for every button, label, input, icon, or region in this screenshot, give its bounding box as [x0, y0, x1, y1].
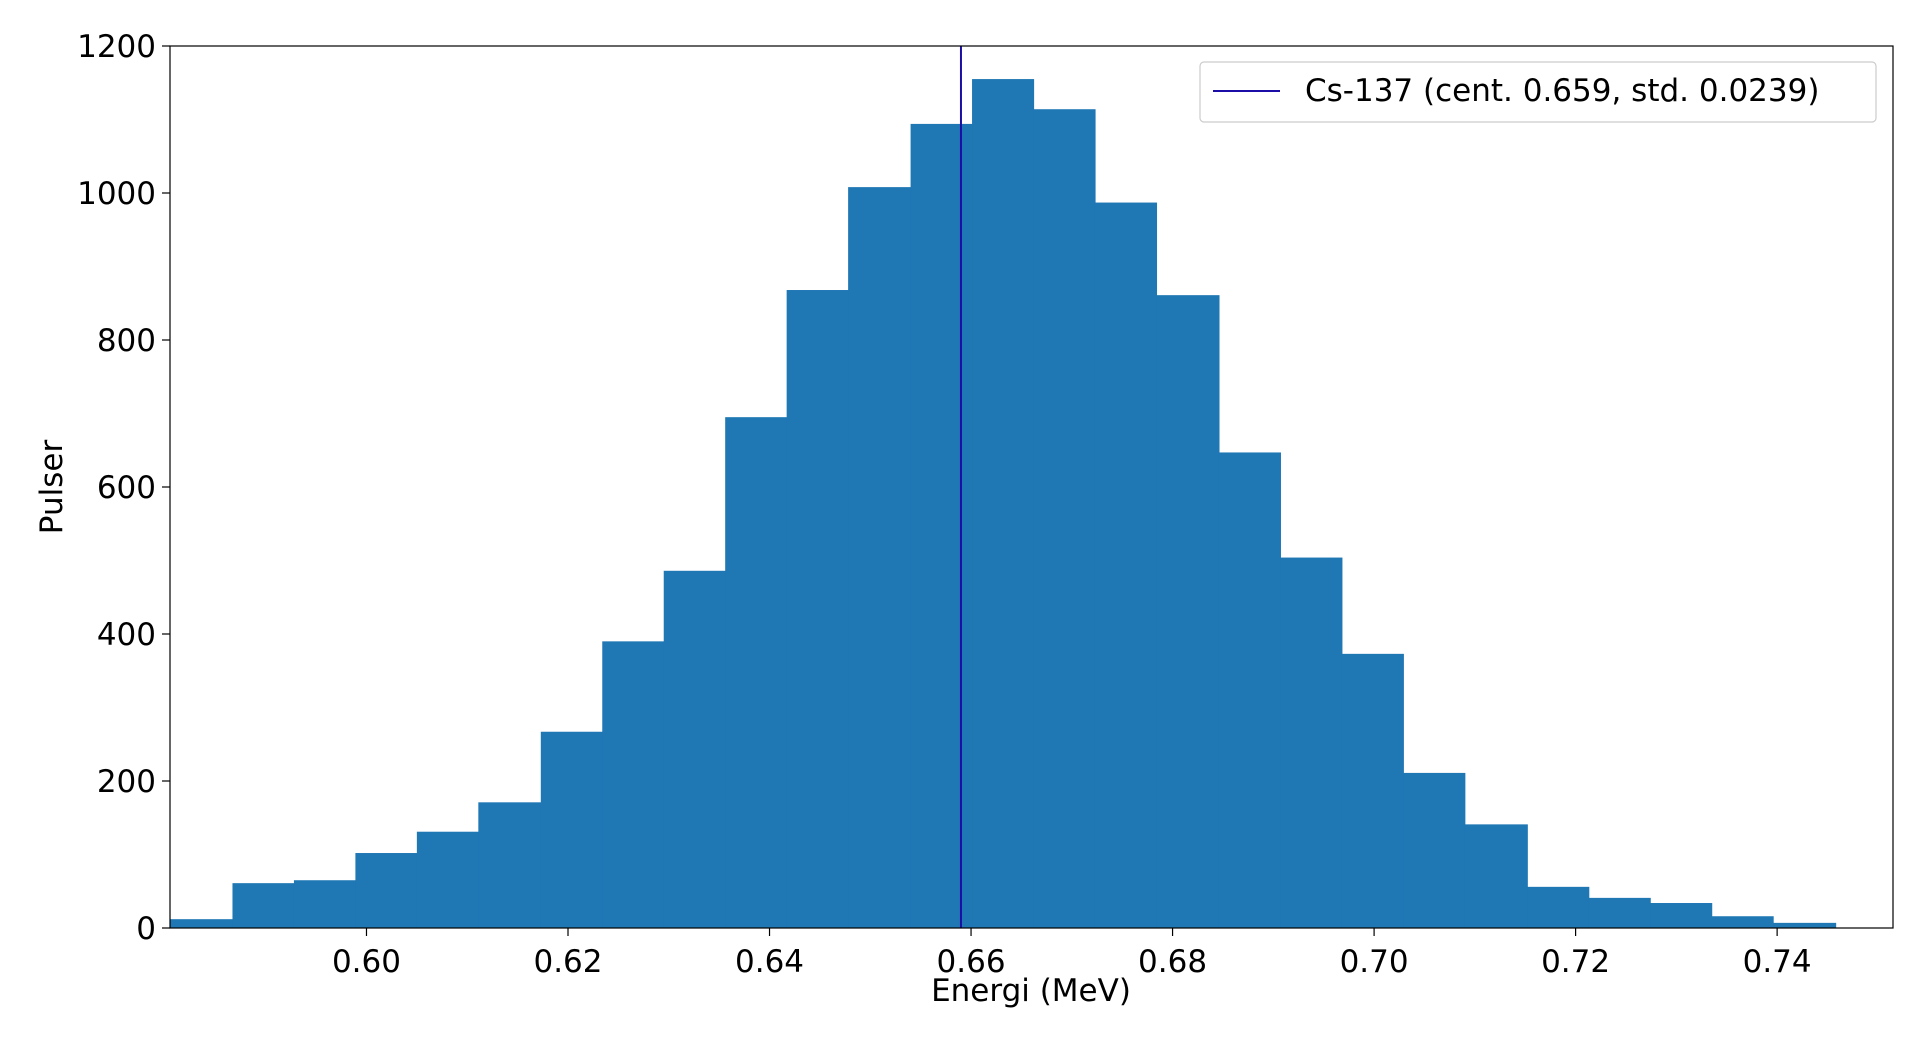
- histogram-bar: [910, 123, 973, 928]
- y-tick-label: 1200: [77, 29, 156, 65]
- histogram-bar: [232, 883, 295, 928]
- x-tick-label: 0.60: [332, 944, 401, 980]
- histogram-bar: [602, 641, 665, 928]
- histogram-bar: [1403, 772, 1466, 928]
- x-axis-ticks: 0.60 0.62 0.64 0.66 0.68 0.70 0.72 0.74: [332, 928, 1812, 980]
- y-tick-label: 0: [136, 911, 156, 947]
- y-axis-label: Pulser: [34, 440, 70, 535]
- histogram-bar: [1341, 653, 1404, 928]
- legend: Cs-137 (cent. 0.659, std. 0.0239): [1199, 61, 1877, 123]
- histogram-bar: [293, 880, 356, 928]
- histogram-bar: [1156, 295, 1220, 928]
- histogram-bar: [1773, 922, 1837, 928]
- histogram-bar: [1464, 824, 1528, 928]
- legend-box: [1199, 61, 1877, 123]
- histogram-bar: [478, 802, 542, 928]
- histogram-bar: [1711, 916, 1774, 928]
- x-tick-label: 0.66: [937, 944, 1006, 980]
- y-tick-label: 600: [97, 470, 156, 506]
- histogram-bar: [972, 79, 1035, 928]
- x-tick-label: 0.70: [1340, 944, 1409, 980]
- legend-label: Cs-137 (cent. 0.659, std. 0.0239): [1305, 73, 1819, 109]
- histogram-bar: [416, 831, 479, 928]
- histogram-bar: [540, 731, 603, 928]
- x-tick-label: 0.68: [1138, 944, 1207, 980]
- histogram-bar: [1280, 557, 1343, 928]
- histogram-bar: [1527, 886, 1590, 928]
- x-tick-label: 0.72: [1541, 944, 1610, 980]
- y-tick-label: 400: [97, 617, 156, 653]
- x-tick-label: 0.64: [735, 944, 804, 980]
- histogram-bar: [848, 187, 912, 928]
- y-tick-label: 1000: [77, 176, 156, 212]
- y-axis-ticks: 0 200 400 600 800 1000 1200: [77, 29, 170, 947]
- histogram-bar: [1650, 903, 1713, 928]
- histogram-bar: [725, 417, 788, 928]
- histogram-bar: [1588, 897, 1651, 928]
- y-tick-label: 200: [97, 764, 156, 800]
- x-tick-label: 0.62: [533, 944, 602, 980]
- histogram-bar: [1094, 202, 1158, 929]
- histogram-bar: [355, 853, 418, 928]
- y-tick-label: 800: [97, 323, 156, 359]
- histogram-bars: [170, 79, 1837, 929]
- histogram-bar: [786, 290, 849, 928]
- histogram-bar: [170, 919, 234, 928]
- histogram-bar: [1218, 452, 1281, 928]
- x-axis-label: Energi (MeV): [931, 973, 1131, 1009]
- histogram-bar: [663, 570, 726, 928]
- histogram-bar: [1033, 109, 1096, 928]
- x-tick-label: 0.74: [1743, 944, 1812, 980]
